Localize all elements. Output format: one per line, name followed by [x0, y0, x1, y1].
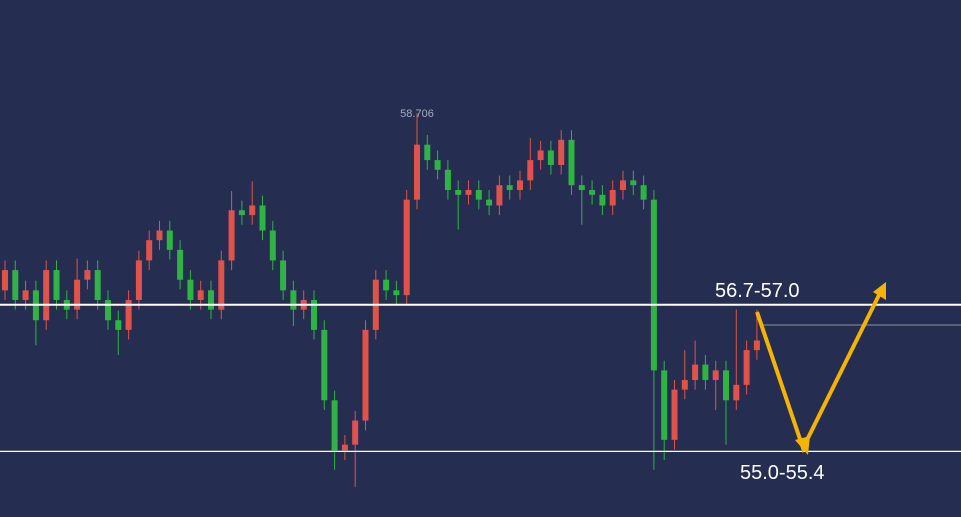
candle-body — [208, 290, 214, 310]
candle-body — [105, 299, 111, 321]
candle-body — [2, 270, 8, 291]
candle-body — [12, 270, 19, 300]
candle-body — [537, 150, 544, 161]
candle-body — [311, 299, 317, 330]
candle-body — [444, 169, 451, 191]
candle-body — [84, 270, 91, 280]
arrow-head — [795, 436, 810, 455]
candle-body — [599, 194, 606, 206]
candle-body — [527, 160, 534, 181]
candle-body — [238, 210, 245, 216]
candle-body — [259, 205, 266, 231]
candle-body — [166, 230, 173, 250]
candle-body — [578, 185, 585, 191]
candle-body — [753, 340, 760, 351]
candle-body — [424, 144, 431, 161]
candle-body — [22, 290, 29, 300]
candle-body — [630, 180, 637, 186]
candle-body — [187, 279, 194, 300]
candle-body — [434, 160, 441, 170]
candle-body — [609, 190, 616, 206]
candle-body — [568, 139, 575, 186]
candle-body — [115, 320, 122, 330]
candle-body — [383, 279, 390, 291]
candle-body — [681, 380, 688, 390]
candle-body — [486, 199, 493, 206]
candle-body — [547, 150, 554, 165]
candle-body — [723, 370, 729, 401]
candle-body — [496, 185, 503, 206]
candle-body — [352, 420, 359, 445]
candle-body — [125, 299, 132, 330]
candle-body — [506, 185, 513, 191]
candle-body — [712, 370, 719, 381]
candle-body — [341, 444, 348, 451]
candle-body — [414, 144, 420, 200]
candle-body — [650, 199, 657, 371]
candle-body — [156, 230, 163, 241]
candle-body — [589, 190, 596, 195]
candle-body — [228, 210, 235, 261]
candle-body — [692, 364, 699, 381]
arrow-head — [873, 282, 886, 300]
candle-body — [558, 139, 565, 165]
candle-body — [177, 249, 184, 280]
candle-body — [733, 384, 740, 401]
candle-body — [331, 400, 338, 451]
high-label: 58.706 — [400, 108, 434, 120]
candle-body — [218, 260, 225, 310]
candle-body — [743, 350, 750, 385]
support-label: 55.0-55.4 — [740, 462, 825, 484]
resistance-label: 56.7-57.0 — [715, 280, 800, 302]
candle-body — [43, 270, 50, 321]
candle-body — [455, 190, 462, 195]
candle-body — [403, 199, 410, 296]
candle-body — [146, 240, 153, 261]
candle-body — [465, 190, 472, 195]
candle-body — [249, 205, 256, 216]
candle-body — [640, 185, 647, 200]
candle-body — [321, 329, 328, 401]
candle-body — [671, 389, 678, 440]
candle-body — [269, 230, 276, 261]
candle-body — [197, 290, 204, 300]
candle-body — [290, 290, 297, 310]
candle-body — [702, 364, 709, 381]
candle-body — [94, 270, 101, 300]
candle-body — [661, 370, 668, 440]
candle-body — [135, 260, 142, 300]
candle-body — [362, 329, 369, 421]
candle-body — [53, 270, 60, 300]
candle-body — [74, 279, 81, 310]
candle-body — [620, 180, 626, 191]
candle-body — [280, 260, 287, 291]
candle-body — [517, 180, 523, 191]
candle-body — [475, 190, 482, 200]
candle-body — [393, 290, 400, 296]
